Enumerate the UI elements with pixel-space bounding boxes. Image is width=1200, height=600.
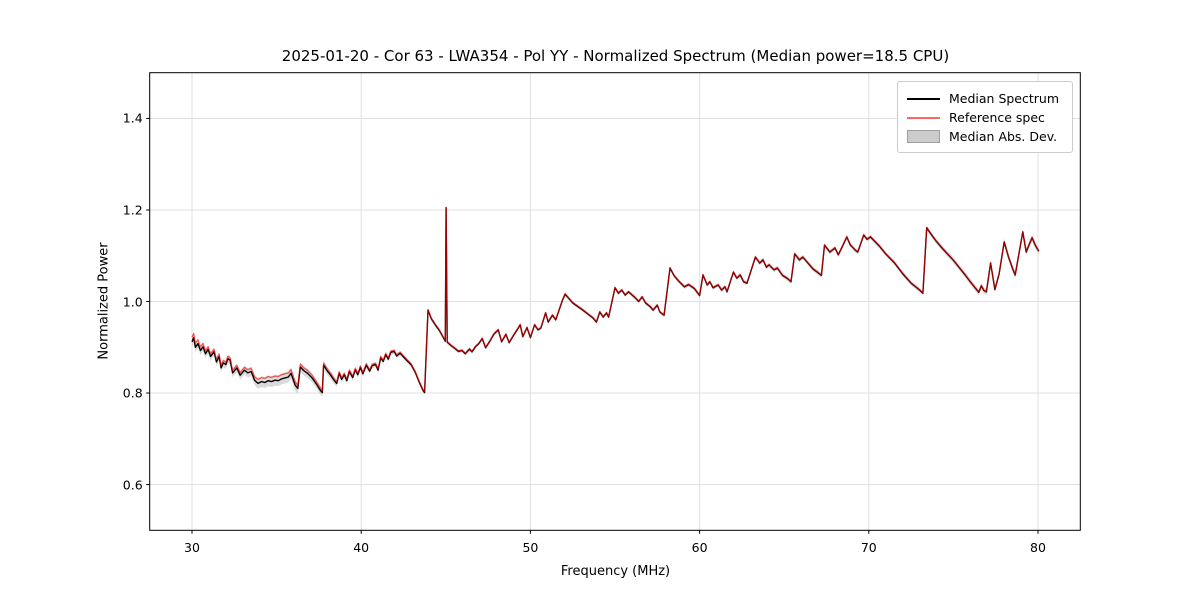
x-tick-label: 40 [353,540,370,555]
legend-label: Median Spectrum [949,91,1060,106]
legend-entry-median-abs-dev: Median Abs. Dev. [907,127,1063,146]
reference-spec-line [191,206,1040,393]
legend-entry-median-spectrum: Median Spectrum [907,89,1063,108]
median-spectrum-line [191,207,1040,394]
y-tick-label: 0.8 [122,385,143,401]
legend-label: Reference spec [949,110,1045,125]
y-tick-label: 1.4 [122,110,143,126]
x-tick-label: 80 [1030,540,1046,555]
x-tick-label: 70 [860,540,877,555]
mad-band [192,205,1039,397]
x-axis-label: Frequency (MHz) [560,564,671,579]
legend-line-median-icon [907,97,940,100]
legend: Median Spectrum Reference spec Median Ab… [897,81,1073,153]
legend-line-reference-icon [907,116,940,119]
legend-patch-mad-icon [907,130,940,143]
x-tick-label: 50 [522,540,539,555]
y-tick-label: 1.0 [122,294,143,309]
y-tick-label: 1.2 [122,202,143,218]
x-tick-label: 60 [691,540,708,555]
y-tick-label: 0.6 [122,477,143,493]
x-tick-label: 30 [184,540,200,555]
legend-entry-reference-spec: Reference spec [907,108,1063,127]
chart-title: 2025-01-20 - Cor 63 - LWA354 - Pol YY - … [281,47,950,65]
legend-label: Median Abs. Dev. [949,129,1058,144]
